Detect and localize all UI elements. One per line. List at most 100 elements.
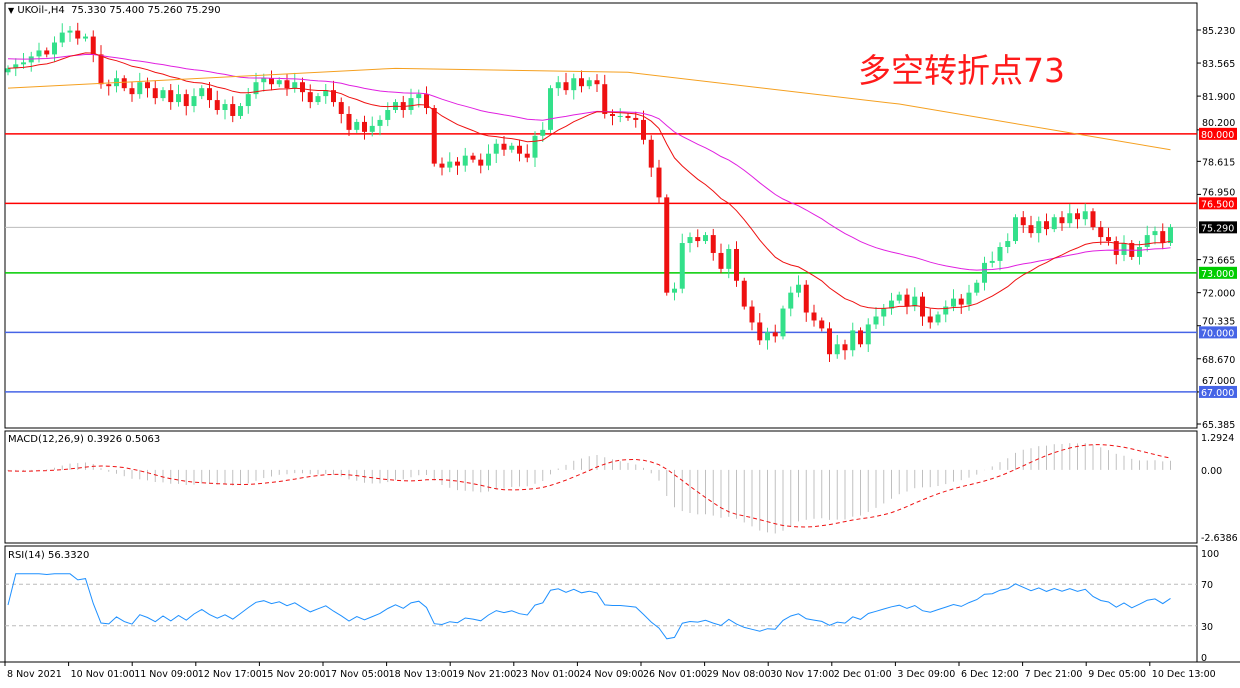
candle-body xyxy=(261,78,267,83)
ma-fast-line xyxy=(7,52,1171,310)
candle-body xyxy=(13,64,19,69)
candle-body xyxy=(1137,247,1142,257)
candle-body xyxy=(1075,213,1080,220)
candle-body xyxy=(625,115,631,118)
time-tick-label: 30 Nov 17:00 xyxy=(770,669,834,680)
level-label-bg xyxy=(1199,197,1237,210)
level-label: 76.500 xyxy=(1201,199,1234,210)
candle-body xyxy=(850,330,856,351)
candle-body xyxy=(1036,221,1042,234)
time-tick-label: 24 Nov 09:00 xyxy=(579,669,643,680)
price-tick-label: 81.900 xyxy=(1202,92,1235,103)
rsi-tick-label: 70 xyxy=(1201,580,1213,591)
main-pane xyxy=(4,2,1198,429)
candle-body xyxy=(532,135,538,158)
candle-body xyxy=(176,94,181,103)
candle-body xyxy=(199,88,205,97)
candle-body xyxy=(749,306,755,323)
candle-body xyxy=(1005,241,1011,248)
candle-body xyxy=(486,153,491,166)
candle-body xyxy=(741,280,747,307)
time-tick-label: 17 Nov 05:00 xyxy=(325,669,389,680)
candle-body xyxy=(145,82,150,89)
candle-body xyxy=(431,108,437,164)
triangle-down-icon[interactable]: ▼ xyxy=(8,6,15,15)
time-tick-label: 8 Nov 2021 xyxy=(7,669,62,680)
candle-body xyxy=(858,330,863,345)
candle-body xyxy=(137,82,143,95)
candle-body xyxy=(1160,231,1166,244)
candle-body xyxy=(129,88,135,95)
candle-body xyxy=(951,298,956,307)
candle-body xyxy=(827,328,832,355)
candle-body xyxy=(796,284,801,293)
candle-body xyxy=(656,167,662,198)
ohlc-values: 75.330 75.400 75.260 75.290 xyxy=(71,5,221,16)
candle-body xyxy=(974,282,980,293)
level-label: 70.000 xyxy=(1201,328,1234,339)
time-tick-label: 2 Dec 01:00 xyxy=(834,669,892,680)
candle-body xyxy=(509,145,515,150)
time-tick-label: 18 Nov 13:00 xyxy=(389,669,453,680)
candle-body xyxy=(594,80,600,85)
candle-body xyxy=(873,316,879,325)
candle-body xyxy=(1144,235,1150,248)
price-tick-label: 65.385 xyxy=(1202,420,1235,431)
candle-body xyxy=(865,324,871,345)
candle-body xyxy=(307,92,313,103)
candle-body xyxy=(842,344,848,351)
candle-body xyxy=(571,78,577,91)
time-tick-label: 23 Nov 01:00 xyxy=(516,669,580,680)
rsi-title: RSI(14) 56.3320 xyxy=(8,550,90,561)
candle-body xyxy=(672,288,677,293)
candle-body xyxy=(788,292,794,309)
macd-tick-label: 1.2924 xyxy=(1201,433,1234,444)
candle-body xyxy=(338,102,344,114)
candle-body xyxy=(617,115,623,117)
time-tick-label: 15 Nov 20:00 xyxy=(261,669,325,680)
candle-body xyxy=(106,84,112,87)
candle-body xyxy=(664,197,670,293)
level-label-bg xyxy=(1199,127,1237,140)
candle-body xyxy=(462,155,468,166)
time-tick-label: 9 Dec 05:00 xyxy=(1088,669,1146,680)
candle-body xyxy=(385,110,391,120)
candle-body xyxy=(517,145,522,154)
candle-body xyxy=(1013,217,1018,242)
time-tick-label: 29 Nov 08:00 xyxy=(707,669,771,680)
candle-body xyxy=(238,106,243,116)
time-tick-label: 19 Nov 21:00 xyxy=(452,669,516,680)
candle-body xyxy=(1090,211,1096,228)
level-label: 80.000 xyxy=(1201,130,1234,141)
candle-body xyxy=(160,90,166,99)
candle-body xyxy=(1051,217,1057,230)
time-tick-label: 7 Dec 21:00 xyxy=(1025,669,1083,680)
candle-body xyxy=(1020,217,1026,226)
rsi-tick-label: 30 xyxy=(1201,622,1213,633)
price-tick-label: 85.230 xyxy=(1202,26,1235,37)
candle-body xyxy=(679,243,685,289)
candle-body xyxy=(455,161,460,166)
level-label-bg xyxy=(1199,266,1237,279)
candle-body xyxy=(5,68,11,73)
candle-body xyxy=(1113,241,1119,255)
candle-body xyxy=(819,320,825,329)
candle-body xyxy=(780,308,786,337)
candle-body xyxy=(966,292,972,305)
candle-body xyxy=(478,159,484,166)
candle-body xyxy=(982,262,987,283)
candle-body xyxy=(1098,227,1104,238)
candle-body xyxy=(121,78,127,89)
candle-body xyxy=(245,94,251,107)
candle-body xyxy=(726,248,732,269)
macd-tick-label: 0.00 xyxy=(1201,466,1222,477)
candle-body xyxy=(52,42,57,55)
candle-body xyxy=(703,235,708,242)
candle-body xyxy=(563,82,569,91)
candle-body xyxy=(641,119,646,140)
candle-body xyxy=(269,78,274,85)
current-price-bg xyxy=(1199,221,1237,234)
candle-body xyxy=(757,322,763,341)
candle-body xyxy=(493,143,499,154)
